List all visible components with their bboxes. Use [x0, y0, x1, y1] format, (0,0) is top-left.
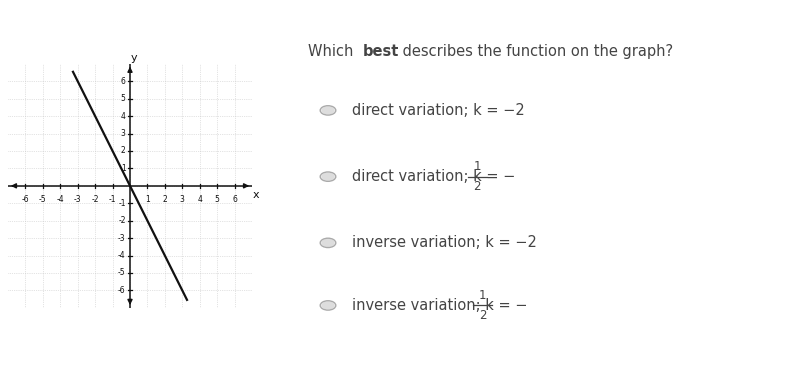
Text: -3: -3 — [118, 234, 126, 243]
Text: -5: -5 — [39, 195, 46, 205]
Text: 2: 2 — [474, 180, 481, 194]
Text: 6: 6 — [232, 195, 237, 205]
Text: best: best — [362, 44, 398, 59]
Text: 4: 4 — [198, 195, 202, 205]
Text: -2: -2 — [118, 216, 126, 225]
Text: 2: 2 — [121, 146, 126, 156]
Text: -2: -2 — [91, 195, 99, 205]
Text: 5: 5 — [214, 195, 219, 205]
Text: 5: 5 — [121, 94, 126, 103]
Text: 1: 1 — [121, 164, 126, 173]
Text: describes the function on the graph?: describes the function on the graph? — [398, 44, 673, 59]
Text: 4: 4 — [121, 112, 126, 121]
Text: -1: -1 — [118, 199, 126, 208]
Text: inverse variation; k = −: inverse variation; k = − — [352, 298, 527, 313]
Text: -5: -5 — [118, 269, 126, 277]
Text: y: y — [131, 53, 138, 63]
Text: 1: 1 — [145, 195, 150, 205]
Text: 3: 3 — [180, 195, 185, 205]
Text: 2: 2 — [479, 309, 486, 322]
Text: -4: -4 — [118, 251, 126, 260]
Text: 1: 1 — [474, 160, 481, 173]
Text: 3: 3 — [121, 129, 126, 138]
Text: 1: 1 — [479, 289, 486, 302]
Text: -4: -4 — [57, 195, 64, 205]
Text: -6: -6 — [118, 286, 126, 295]
Text: Which: Which — [308, 44, 358, 59]
Text: direct variation; k = −2: direct variation; k = −2 — [352, 103, 525, 118]
Text: -1: -1 — [109, 195, 116, 205]
Text: inverse variation; k = −2: inverse variation; k = −2 — [352, 236, 537, 250]
Text: -3: -3 — [74, 195, 82, 205]
Text: -6: -6 — [22, 195, 30, 205]
Text: 2: 2 — [162, 195, 167, 205]
Text: x: x — [253, 190, 259, 201]
Text: 6: 6 — [121, 77, 126, 86]
Text: direct variation; k = −: direct variation; k = − — [352, 169, 515, 184]
